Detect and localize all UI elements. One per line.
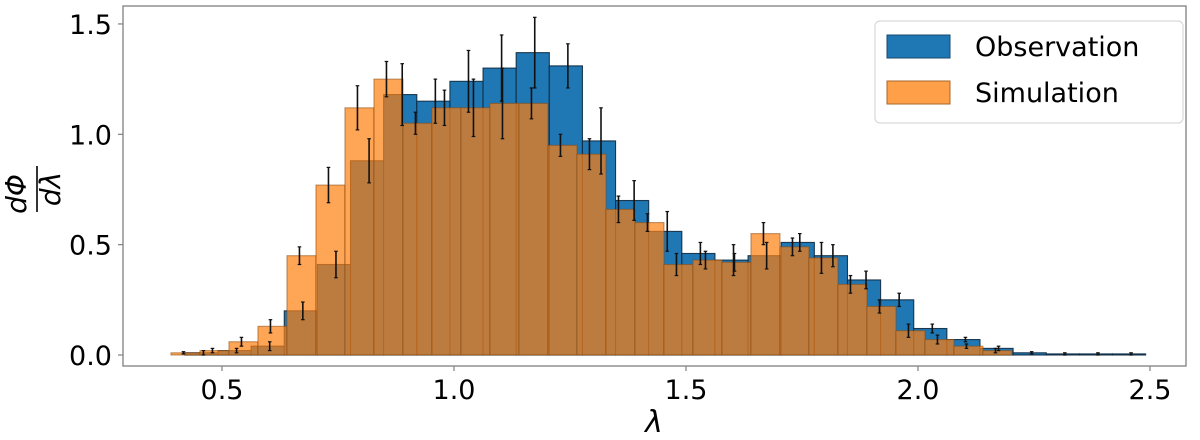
legend-item-simulation[interactable]: Simulation xyxy=(886,78,1119,109)
histogram-bar xyxy=(692,259,723,356)
histogram-bar xyxy=(1111,353,1147,356)
x-tick-label: 2.5 xyxy=(1129,375,1172,406)
histogram-bar xyxy=(721,261,752,356)
histogram-bar xyxy=(1078,353,1114,356)
y-axis-label-numerator: dΦ xyxy=(0,174,33,214)
x-tick-label: 2.0 xyxy=(897,375,940,406)
y-axis-label-denominator: dλ xyxy=(34,172,67,206)
observation-swatch-icon xyxy=(886,34,951,59)
y-tick-label: 0.0 xyxy=(69,341,112,372)
histogram-bar xyxy=(518,102,549,356)
histogram-bar xyxy=(460,107,491,356)
histogram-bar xyxy=(315,184,346,356)
histogram-bar xyxy=(1012,352,1047,356)
errors-observation xyxy=(201,16,1133,356)
histogram-bar xyxy=(489,102,520,356)
histogram-bar xyxy=(866,305,897,356)
histogram-bar xyxy=(605,208,636,356)
histogram-bar xyxy=(286,255,317,356)
histogram-bar xyxy=(1045,353,1080,356)
y-tick-label: 1.0 xyxy=(69,120,112,151)
y-tick-label: 0.5 xyxy=(69,231,112,262)
y-axis: 0.0 0.5 1.0 1.5 xyxy=(69,10,123,372)
errors-simulation xyxy=(181,60,998,355)
y-tick-label: 1.5 xyxy=(69,10,112,41)
histogram-bar xyxy=(634,222,665,356)
histogram-bar xyxy=(750,233,781,356)
histogram-bar xyxy=(199,350,230,356)
histogram-bar xyxy=(228,341,259,356)
x-axis: 0.5 1.0 1.5 2.0 2.5 xyxy=(201,366,1172,406)
x-tick-label: 1.5 xyxy=(665,375,708,406)
histogram-bar xyxy=(373,78,404,356)
x-tick-label: 0.5 xyxy=(201,375,244,406)
histogram-bar xyxy=(170,352,201,356)
legend-item-observation[interactable]: Observation xyxy=(886,32,1139,63)
bars-layer xyxy=(170,52,1147,356)
histogram-bar xyxy=(576,153,607,356)
histogram-bar xyxy=(895,330,926,356)
x-axis-label: λ xyxy=(643,405,663,440)
y-axis-label: dΦ dλ xyxy=(0,166,67,214)
legend: Observation Simulation xyxy=(874,20,1184,124)
histogram-bar xyxy=(547,144,578,356)
histogram-bar xyxy=(982,350,1013,356)
histogram-bar xyxy=(431,107,462,356)
x-tick-label: 1.0 xyxy=(433,375,476,406)
series-simulation xyxy=(170,78,1013,356)
histogram-bar xyxy=(257,325,288,356)
histogram-bar xyxy=(953,345,984,356)
histogram-bar xyxy=(924,339,955,356)
error-bars-layer xyxy=(181,16,1133,356)
legend-label-observation: Observation xyxy=(975,32,1139,63)
plot-frame xyxy=(122,5,1187,367)
legend-label-simulation: Simulation xyxy=(975,78,1119,109)
simulation-swatch-icon xyxy=(886,80,951,105)
histogram-bar xyxy=(663,263,694,356)
legend-box xyxy=(874,20,1184,124)
histogram-bar xyxy=(837,283,868,356)
histogram-bar xyxy=(402,122,433,356)
histogram-bar xyxy=(808,257,839,356)
histogram-bar xyxy=(779,246,810,356)
